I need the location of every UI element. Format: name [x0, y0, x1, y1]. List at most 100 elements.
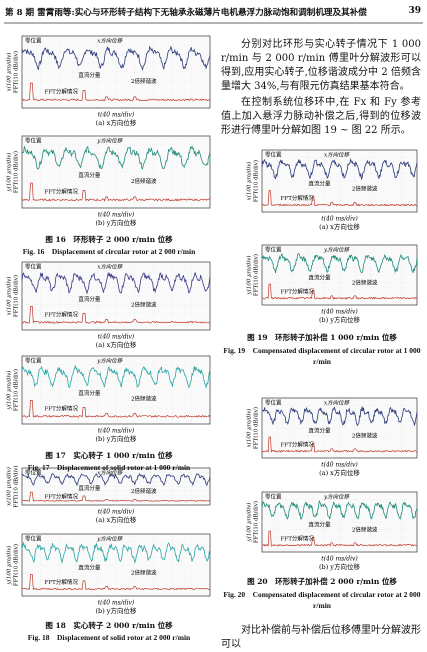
dc-label: 直流分量: [309, 521, 332, 529]
y-axis-label: y(100 μm/div): [6, 546, 13, 586]
fft-label: FFT分解情况: [281, 440, 315, 448]
zero-label: 零位置: [265, 399, 282, 407]
dc-label: 直流分量: [309, 274, 332, 282]
paragraph: 在控制系统位移环中,在 Fx 和 Fy 参考值上加入悬浮力脉动补偿之后,得到的位…: [221, 97, 421, 136]
displacement-trace: [21, 541, 211, 565]
y-axis-label: FFT(10 dB/div): [13, 275, 20, 317]
y-axis-label: x(100 μm/div): [246, 162, 253, 201]
zero-label: 零位置: [25, 535, 42, 543]
x-axis-label: t(40 ms/div): [98, 600, 135, 607]
fft-trace: [22, 574, 211, 591]
x-axis-label: t(40 ms/div): [98, 212, 135, 219]
harmonic-label: 2倍频谐波: [131, 300, 157, 308]
fft-label: FFT分解情况: [45, 405, 79, 413]
figure-caption: 图 17 实心转子 1 000 r/min 位移: [45, 451, 173, 460]
y-axis-label: FFT(10 dB/div): [13, 51, 20, 93]
y-axis-label: x(100 μm/div): [6, 467, 13, 506]
figure-caption-en: Fig. 16 Displacement of circular rotor a…: [22, 247, 196, 256]
panel-caption: (a) x方向位移: [96, 515, 137, 524]
displacement-trace: [21, 364, 211, 389]
x-axis-label: t(40 ms/div): [321, 309, 358, 316]
harmonic-label: 2倍频谐波: [131, 394, 157, 402]
zero-label: 零位置: [25, 263, 42, 271]
y-axis-label: FFT(10 dB/div): [13, 465, 20, 507]
fft-trace: [21, 82, 211, 102]
zero-label: 零位置: [265, 151, 282, 159]
figure-caption: 图 19 环形转子加补偿 1 000 r/min 位移: [247, 333, 397, 342]
zero-label: 零位置: [265, 493, 282, 501]
x-axis-label: t(40 ms/div): [321, 462, 358, 469]
displacement-trace: [261, 499, 418, 520]
direction-label: x方向位移: [324, 152, 350, 159]
zero-label: 零位置: [25, 469, 42, 477]
fft-label: FFT分解情况: [45, 88, 79, 96]
figure-caption: 图 16 环形转子 2 000 r/min 位移: [45, 235, 173, 244]
x-axis-label: t(40 ms/div): [98, 334, 135, 341]
direction-label: x方向位移: [97, 38, 123, 45]
direction-label: y方向位移: [323, 247, 350, 254]
direction-label: x方向位移: [97, 470, 123, 477]
displacement-trace: [21, 145, 211, 170]
y-axis-label: FFT(10 dB/div): [13, 151, 20, 193]
fft-label: FFT分解情况: [45, 188, 79, 196]
displacement-trace: [21, 45, 211, 71]
dc-label: 直流分量: [78, 295, 101, 303]
figure-caption-en: Fig. 20 Compensated displacement of circ…: [223, 590, 421, 610]
panel-caption: (b) y方向位移: [319, 562, 360, 571]
zero-label: 零位置: [25, 137, 42, 145]
fft-trace: [261, 190, 418, 207]
panel-caption: (b) y方向位移: [96, 218, 137, 227]
y-axis-label: FFT(10 dB/div): [253, 407, 260, 449]
figure-caption-en: Fig. 19 Compensated displacement of circ…: [223, 346, 421, 366]
y-axis-label: y(100 μm/div): [6, 153, 13, 193]
harmonic-label: 2倍频谐波: [131, 177, 157, 185]
displacement-trace: [261, 158, 418, 181]
dc-label: 直流分量: [78, 71, 101, 79]
harmonic-label: 2倍频谐波: [131, 569, 157, 577]
dc-label: 直流分量: [78, 564, 101, 572]
paragraph: 分别对比环形与实心转子情况下 1 000 r/min 与 2 000 r/min…: [221, 39, 421, 92]
y-axis-label: FFT(10 dB/div): [253, 160, 260, 202]
zero-label: 零位置: [265, 246, 282, 254]
harmonic-label: 2倍频谐波: [131, 77, 157, 85]
harmonic-label: 2倍频谐波: [131, 487, 157, 495]
page-number: 39: [408, 6, 421, 16]
harmonic-label: 2倍频谐波: [352, 431, 378, 439]
fft-label: FFT分解情况: [281, 194, 315, 202]
y-axis-label: FFT(10 dB/div): [253, 254, 260, 296]
zero-label: 零位置: [25, 357, 42, 365]
fft-label: FFT分解情况: [45, 311, 79, 319]
fft-label: FFT分解情况: [281, 287, 315, 295]
fft-trace: [21, 491, 211, 502]
y-axis-label: y(100 μm/div): [246, 503, 253, 543]
figure-caption-en: Fig. 17 Displacement of solid rotor at 1…: [27, 463, 191, 472]
harmonic-label: 2倍频谐波: [352, 525, 378, 533]
dc-label: 直流分量: [78, 171, 101, 179]
dc-label: 直流分量: [309, 427, 332, 435]
direction-label: y方向位移: [323, 494, 350, 501]
panel-caption: (a) x方向位移: [319, 222, 360, 231]
y-axis-label: y(100 μm/div): [6, 371, 13, 411]
displacement-trace: [261, 253, 418, 274]
displacement-trace: [21, 472, 211, 487]
y-axis-label: x(100 μm/div): [6, 277, 13, 316]
direction-label: x方向位移: [324, 400, 350, 407]
direction-label: x方向位移: [97, 264, 123, 271]
y-axis-label: FFT(10 dB/div): [13, 544, 20, 586]
direction-label: y方向位移: [96, 536, 123, 543]
harmonic-label: 2倍频谐波: [352, 278, 378, 286]
fft-trace: [261, 436, 418, 454]
fft-trace: [21, 400, 211, 418]
direction-label: y方向位移: [96, 138, 123, 145]
fft-label: FFT分解情况: [45, 578, 79, 586]
panel-caption: (a) x方向位移: [96, 340, 137, 349]
panel-caption: (a) x方向位移: [96, 118, 137, 127]
y-axis-label: x(100 μm/div): [246, 409, 253, 448]
figure-caption: 图 18 实心转子 2 000 r/min 位移: [45, 621, 173, 630]
y-axis-label: FFT(10 dB/div): [13, 369, 20, 411]
y-axis-label: FFT(10 dB/div): [253, 501, 260, 543]
displacement-trace: [21, 271, 211, 295]
fft-trace: [21, 306, 211, 324]
